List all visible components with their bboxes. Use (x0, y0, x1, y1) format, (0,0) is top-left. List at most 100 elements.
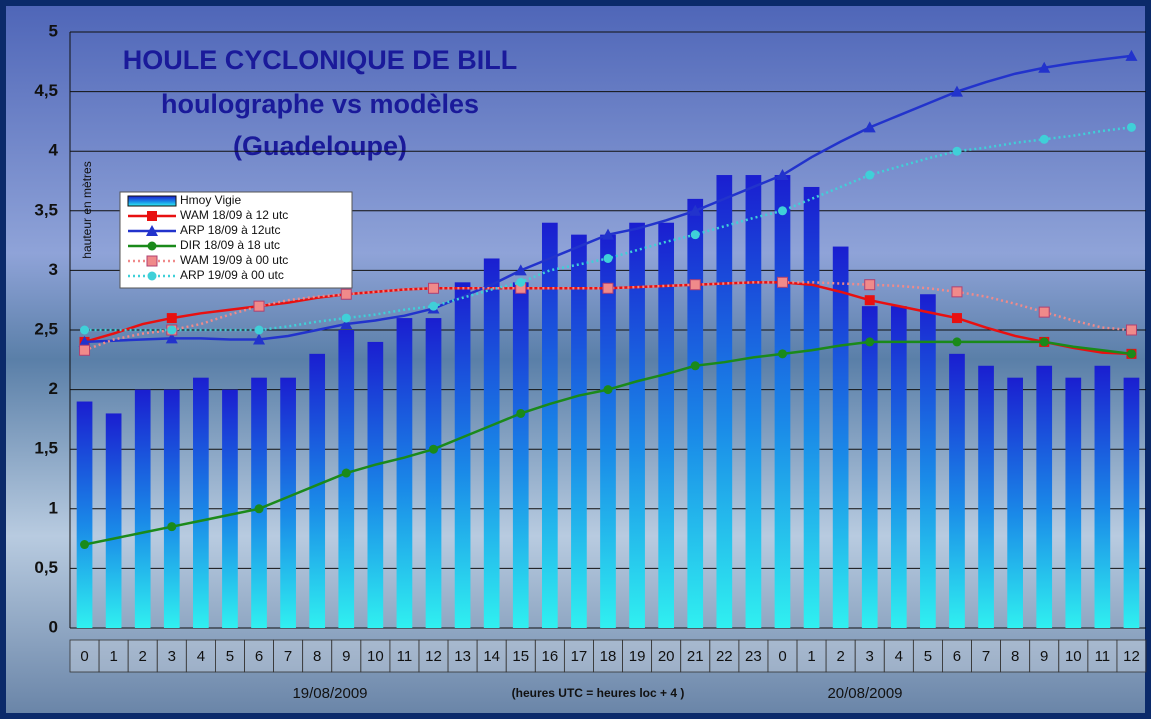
marker (865, 170, 875, 180)
marker (147, 271, 157, 281)
category-cell (796, 639, 827, 673)
marker (146, 255, 158, 267)
legend-box (119, 191, 353, 289)
legend-label: WAM 18/09 à 12 utc (180, 208, 288, 222)
note: (heures UTC = heures loc + 4 ) (512, 686, 685, 700)
x-tick-label: 16 (541, 648, 558, 665)
bar (251, 377, 267, 628)
x-tick-label: 1 (807, 648, 815, 665)
y-axis-label: hauteur en mètres (80, 161, 94, 258)
category-cell (156, 639, 187, 673)
bar (1036, 365, 1053, 628)
marker (776, 276, 788, 288)
bar (367, 341, 384, 628)
marker (602, 282, 614, 294)
x-tick-label: 3 (866, 648, 874, 665)
category-cell (971, 639, 1001, 673)
category-cell (418, 639, 449, 673)
category-cell (389, 639, 420, 673)
marker (1125, 49, 1138, 61)
marker (690, 230, 700, 240)
bar (425, 318, 442, 628)
marker (254, 325, 264, 335)
bar (1065, 377, 1082, 628)
marker (603, 385, 613, 395)
x-tick-label: 3 (168, 648, 176, 665)
bar (541, 222, 558, 628)
category-cell (738, 639, 769, 673)
bar (483, 258, 500, 628)
bar (512, 282, 529, 628)
marker (689, 204, 702, 216)
category-cell (680, 639, 711, 673)
x-tick-label: 12 (1123, 648, 1140, 665)
bar (861, 306, 878, 628)
chart-title: HOULE CYCLONIQUE DE BILL (123, 45, 518, 75)
y-tick-label: 2 (49, 379, 58, 398)
marker (776, 169, 789, 181)
bar (658, 222, 675, 628)
marker (516, 408, 526, 418)
bar (76, 401, 93, 628)
marker (340, 318, 353, 330)
bar (134, 389, 151, 628)
marker (602, 228, 614, 240)
marker (864, 295, 875, 306)
x-tick-label: 4 (197, 648, 205, 665)
bar (803, 186, 820, 628)
marker (865, 337, 875, 347)
bar (978, 365, 994, 628)
y-tick-label: 1,5 (34, 439, 58, 458)
category-cell (593, 639, 623, 673)
x-tick-label: 17 (571, 648, 588, 665)
bar (832, 246, 849, 628)
x-tick-label: 8 (1011, 648, 1019, 665)
chart-subtitle: (Guadeloupe) (233, 131, 407, 161)
y-tick-label: 1 (49, 498, 58, 517)
x-tick-label: 2 (836, 648, 844, 665)
x-tick-label: 6 (255, 648, 263, 665)
marker (428, 282, 440, 294)
marker (253, 333, 266, 345)
category-cell (825, 639, 856, 673)
bar (222, 389, 238, 628)
marker (429, 444, 439, 454)
marker (254, 504, 264, 514)
marker (1039, 134, 1049, 144)
x-tick-label: 8 (313, 648, 321, 665)
bar (687, 198, 704, 628)
y-tick-label: 2,5 (34, 319, 58, 338)
category-cell (1087, 639, 1118, 673)
marker (951, 313, 962, 324)
category-cell (1116, 639, 1147, 673)
x-tick-label: 11 (1095, 648, 1111, 665)
x-tick-label: 5 (924, 648, 932, 665)
category-cell (273, 639, 304, 673)
bar (163, 389, 180, 628)
bar (309, 353, 326, 628)
bar (745, 175, 762, 629)
marker (952, 337, 962, 347)
x-tick-label: 15 (512, 648, 529, 665)
y-tick-label: 3 (49, 260, 58, 279)
marker (951, 286, 963, 298)
marker (777, 349, 787, 359)
bar (920, 294, 936, 628)
marker (1126, 122, 1136, 132)
bar (1094, 365, 1111, 628)
category-cell (622, 639, 653, 673)
marker (167, 325, 177, 335)
y-tick-label: 4 (49, 141, 59, 160)
marker (1039, 337, 1049, 347)
bar (600, 234, 616, 628)
marker (166, 313, 177, 324)
marker (167, 522, 177, 532)
y-tick-label: 5 (49, 21, 58, 40)
bar (1007, 377, 1023, 628)
legend-label: DIR 18/09 à 18 utc (180, 238, 280, 252)
legend-label: ARP 19/09 à 00 utc (180, 268, 284, 282)
chart-subtitle: houlographe vs modèles (161, 89, 479, 119)
date-label: 20/08/2009 (827, 685, 902, 702)
bar (1123, 377, 1140, 628)
marker (950, 85, 963, 97)
